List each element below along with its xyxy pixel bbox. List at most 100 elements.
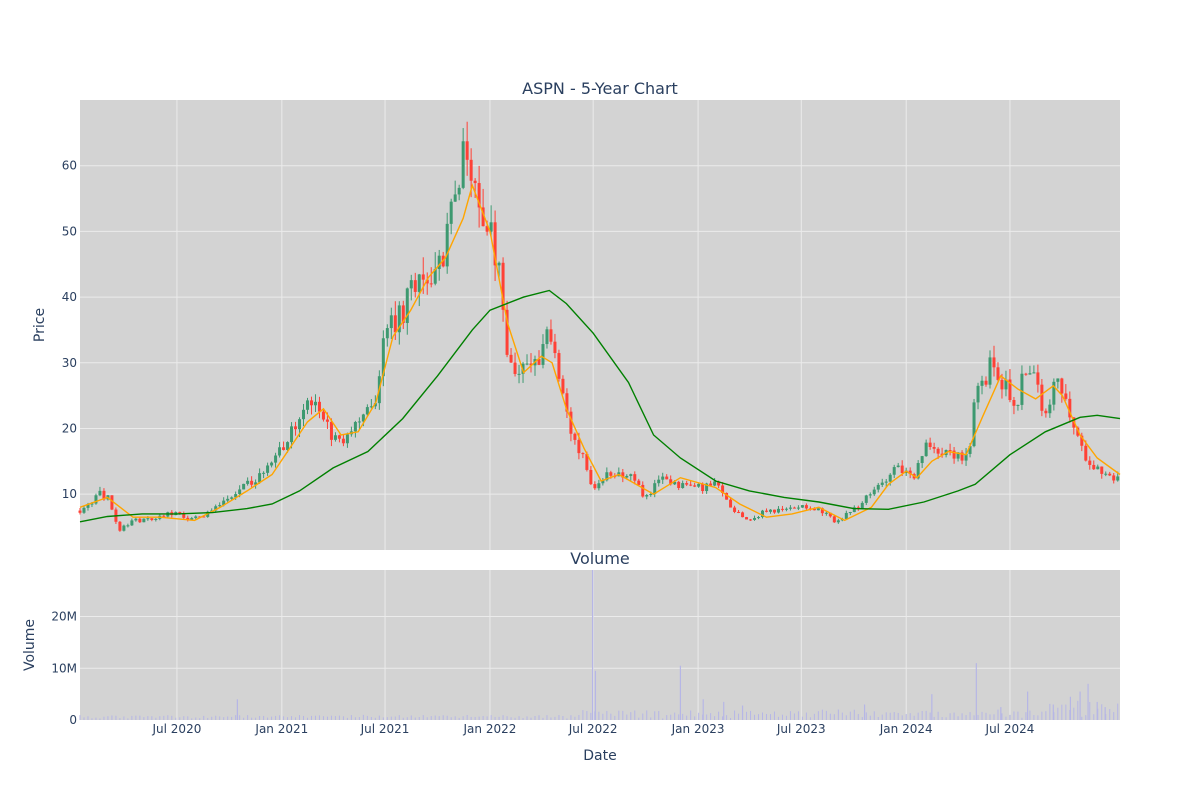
candle-body	[976, 385, 980, 403]
candle-body	[721, 485, 725, 493]
candle-body	[373, 403, 377, 407]
candle-body	[649, 494, 653, 496]
candle-body	[465, 141, 469, 160]
candle-body	[341, 438, 345, 444]
candle-body	[1076, 427, 1080, 436]
candle-body	[190, 518, 194, 520]
price-y-axis-label: Price	[32, 308, 48, 342]
candle-body	[772, 509, 776, 513]
candle-body	[669, 479, 673, 485]
candle-body	[992, 357, 996, 368]
candle-body	[537, 359, 541, 365]
candle-body	[242, 483, 246, 490]
candle-body	[1052, 381, 1056, 405]
candle-body	[625, 475, 629, 478]
candle-body	[286, 442, 290, 450]
candle-body	[661, 476, 665, 480]
candle-body	[102, 490, 106, 500]
candle-body	[932, 447, 936, 449]
candle-body	[764, 510, 768, 512]
candle-body	[82, 507, 86, 513]
candle-body	[1104, 473, 1108, 475]
date-x-tick-label: Jul 2022	[568, 722, 618, 736]
volume-subplot-title: Volume	[570, 549, 630, 568]
candle-body	[313, 401, 317, 406]
candle-body	[761, 510, 764, 518]
candle-body	[812, 508, 816, 511]
candle-body	[321, 411, 325, 420]
candle-body	[405, 288, 409, 324]
candle-body	[717, 481, 721, 486]
candle-body	[282, 447, 286, 450]
candle-body	[361, 414, 365, 422]
candle-body	[381, 338, 385, 377]
candle-body	[1024, 373, 1028, 375]
candle-body	[485, 226, 489, 232]
candle-body	[218, 505, 222, 507]
candle-body	[90, 503, 94, 505]
candle-body	[270, 462, 274, 466]
candle-body	[884, 481, 888, 483]
chart-title: ASPN - 5-Year Chart	[522, 79, 678, 98]
candle-body	[449, 201, 453, 224]
candle-body	[868, 494, 872, 496]
candle-body	[1056, 378, 1060, 382]
candle-body	[1084, 445, 1088, 461]
candle-body	[146, 518, 150, 520]
candle-body	[118, 521, 122, 531]
candle-body	[673, 481, 677, 485]
candle-body	[529, 363, 533, 366]
candle-body	[788, 507, 792, 509]
volume-y-tick-label: 20M	[51, 610, 77, 624]
candle-body	[365, 407, 369, 415]
candle-body	[453, 194, 457, 202]
candle-body	[757, 517, 761, 519]
candle-body	[745, 517, 749, 520]
candle-body	[924, 442, 928, 457]
candle-body	[852, 507, 856, 513]
candle-body	[401, 305, 405, 324]
candle-body	[545, 329, 549, 345]
candle-body	[828, 512, 832, 517]
candle-body	[713, 481, 717, 486]
candle-body	[473, 180, 477, 184]
candle-body	[892, 467, 896, 475]
candle-body	[1008, 379, 1012, 401]
price-y-tick-label: 50	[62, 224, 77, 238]
candle-body	[1036, 372, 1040, 385]
candle-body	[816, 508, 820, 511]
candle-body	[413, 280, 417, 292]
volume-plot-background	[80, 570, 1120, 720]
candle-body	[278, 447, 282, 456]
candle-body	[733, 507, 737, 512]
candle-body	[477, 183, 481, 208]
candle-body	[246, 480, 250, 484]
candle-body	[685, 483, 689, 485]
candle-body	[425, 279, 429, 284]
candle-body	[1064, 393, 1068, 399]
candle-body	[214, 506, 218, 511]
candle-body	[309, 400, 313, 406]
price-candles	[78, 121, 1120, 532]
x-axis-label: Date	[583, 748, 616, 764]
candle-body	[940, 453, 944, 456]
candle-body	[230, 497, 234, 499]
candle-body	[980, 380, 984, 386]
candle-body	[130, 520, 134, 526]
candle-body	[836, 520, 840, 523]
candle-body	[956, 452, 960, 459]
candle-body	[908, 470, 912, 475]
candle-body	[637, 480, 641, 485]
candle-body	[1044, 410, 1048, 414]
candle-body	[1012, 400, 1016, 406]
candle-body	[593, 484, 597, 489]
candle-body	[1020, 373, 1024, 405]
long-moving-average-line	[79, 289, 1121, 523]
candle-body	[960, 452, 964, 461]
candle-body	[501, 262, 505, 310]
candle-body	[469, 159, 473, 181]
candle-body	[461, 141, 465, 188]
candle-body	[222, 500, 226, 506]
candle-body	[605, 472, 609, 481]
candle-body	[968, 446, 972, 454]
